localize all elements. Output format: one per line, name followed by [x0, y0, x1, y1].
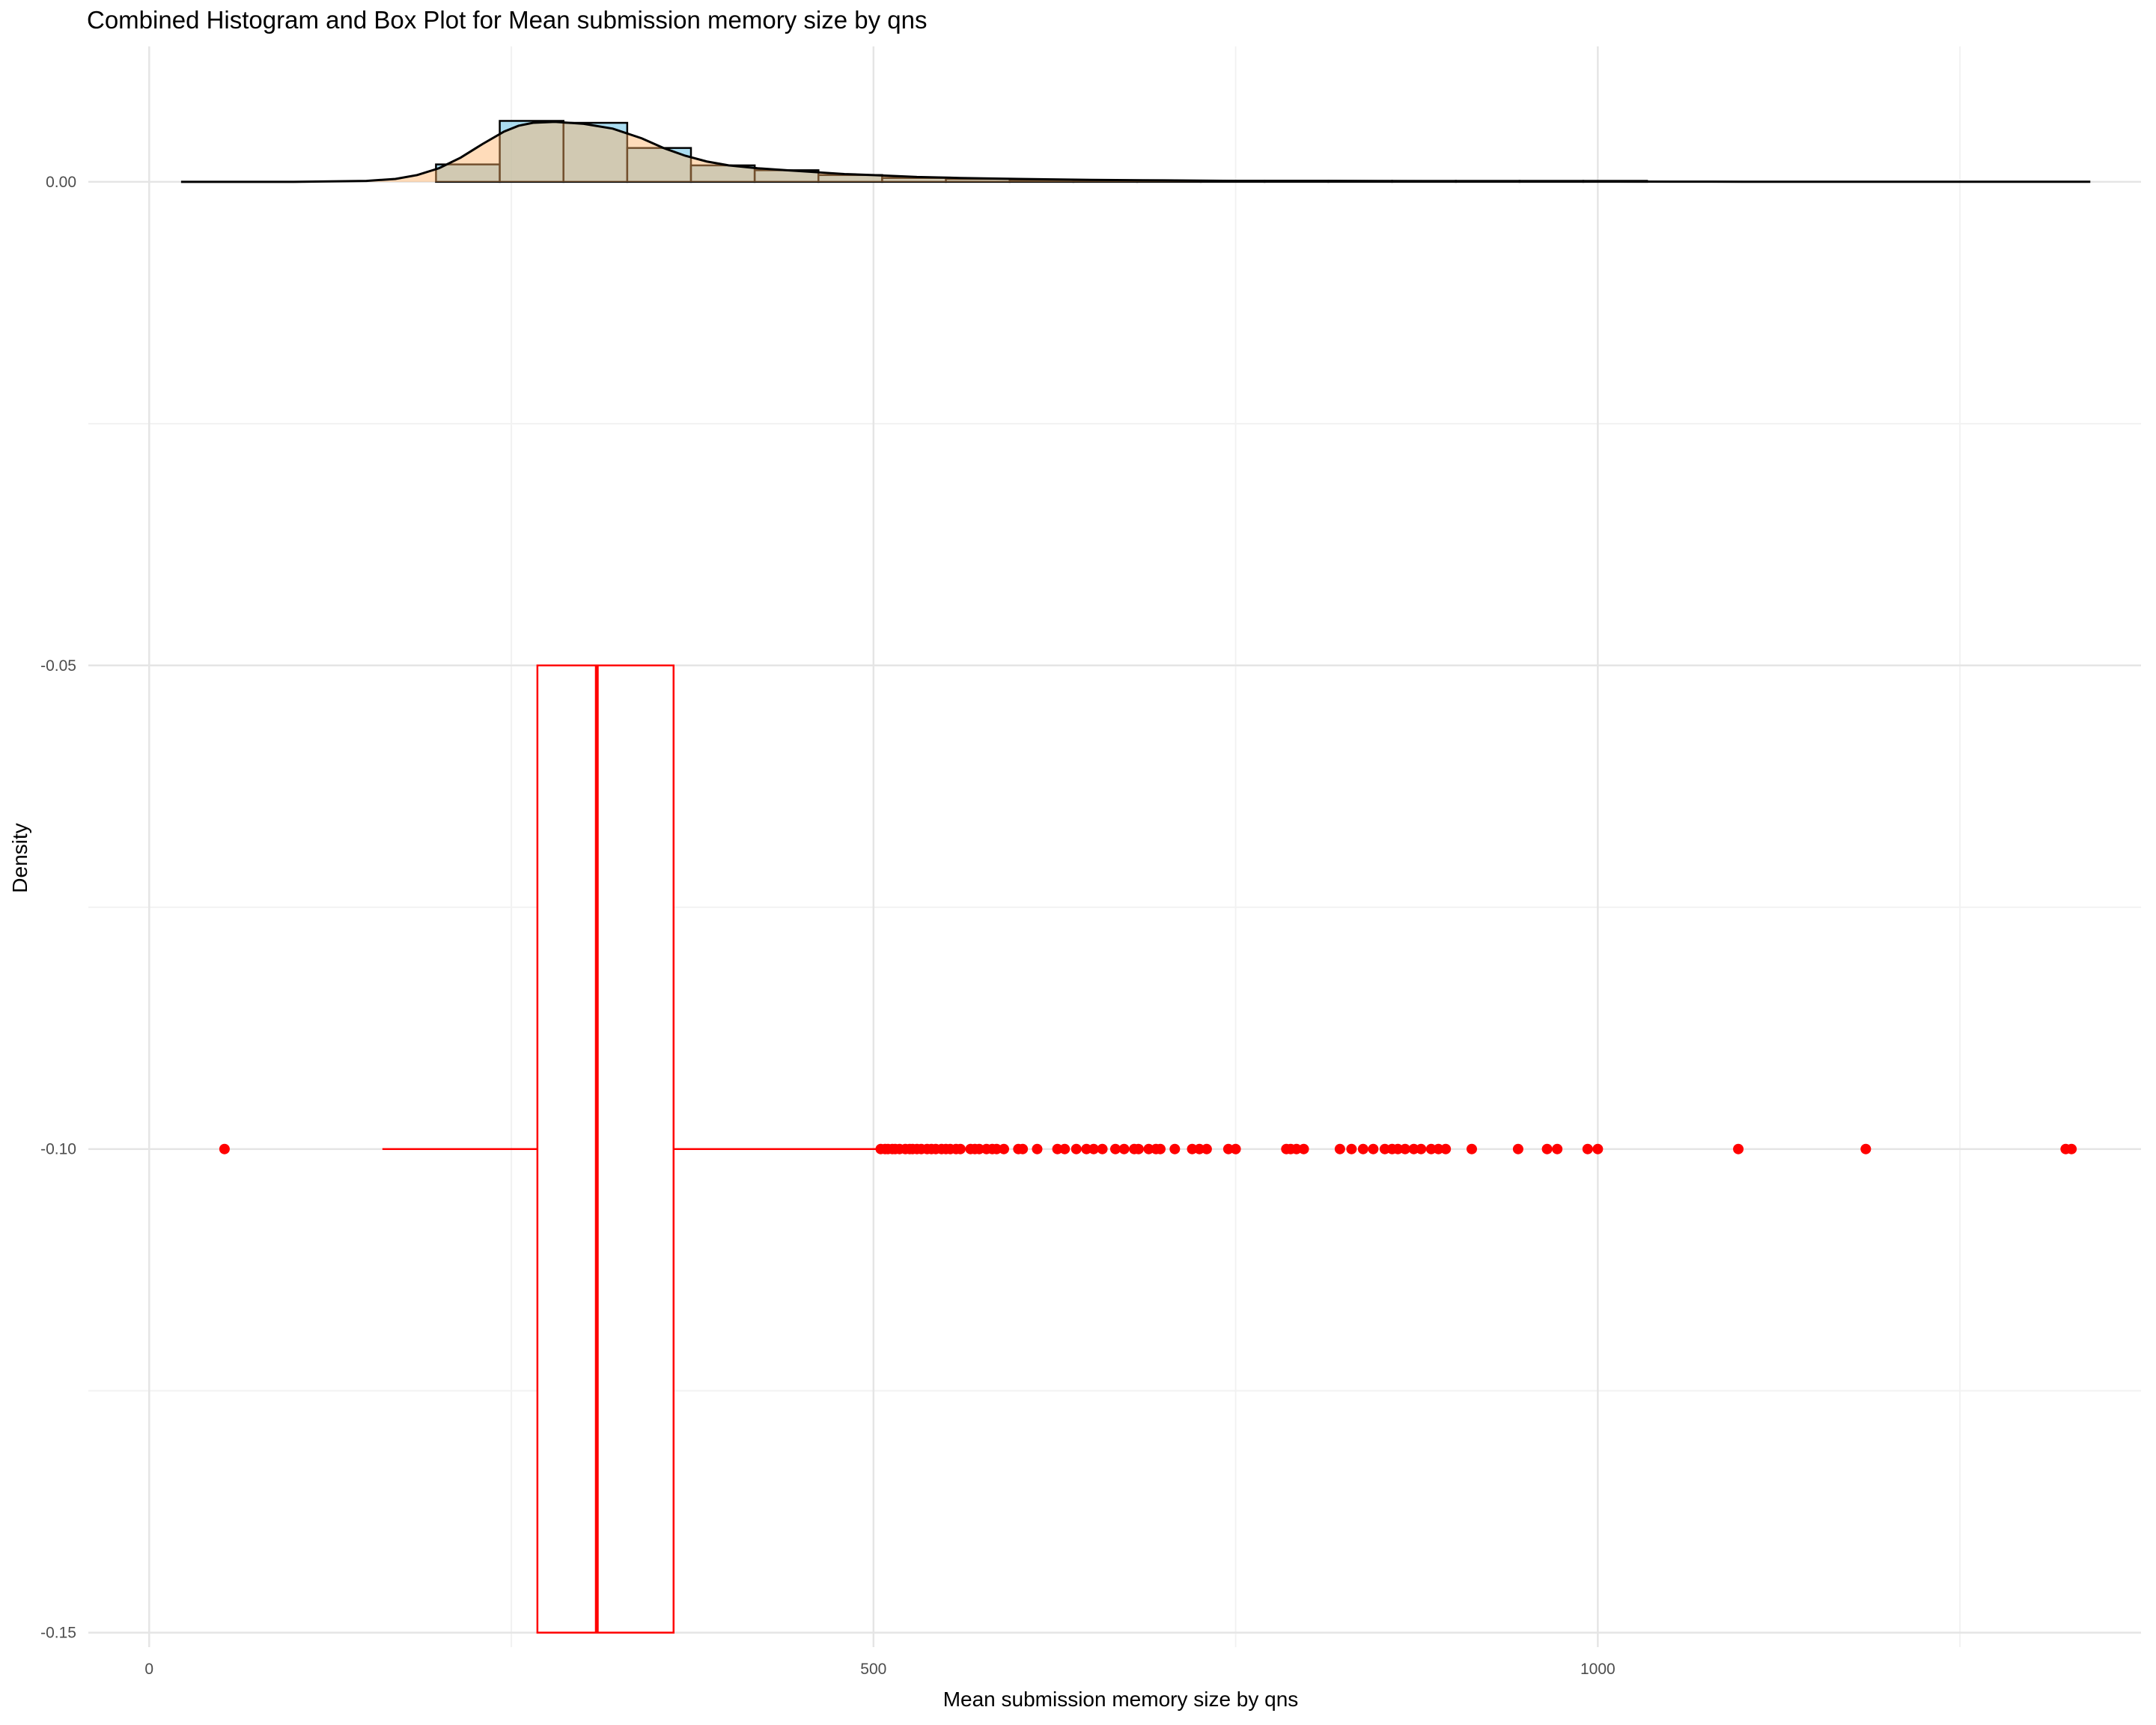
density-curve	[180, 121, 2091, 183]
histogram-bar	[499, 120, 564, 183]
outlier-point	[1169, 1143, 1181, 1154]
y-axis-label: Density	[8, 823, 31, 892]
outlier-point	[1187, 1143, 1198, 1154]
outlier-point	[1334, 1143, 1345, 1154]
y-tick-label: -0.10	[40, 1141, 76, 1158]
histogram-bar	[562, 121, 629, 183]
outlier-point	[1194, 1143, 1205, 1154]
outlier-point	[1860, 1143, 1872, 1154]
outlier-point	[219, 1143, 230, 1154]
outlier-point	[1118, 1143, 1130, 1154]
outlier-point	[1291, 1143, 1302, 1154]
x-tick-label: 500	[860, 1661, 886, 1678]
outlier-point	[1201, 1143, 1212, 1154]
outlier-point	[1416, 1143, 1427, 1154]
outlier-point	[1017, 1143, 1029, 1154]
outlier-point	[1032, 1143, 1043, 1154]
outlier-point	[1399, 1143, 1410, 1154]
x-tick-label: 0	[144, 1661, 153, 1678]
outlier-point	[1733, 1143, 1744, 1154]
outlier-point	[1592, 1143, 1604, 1154]
x-axis-label: Mean submission memory size by qns	[943, 1688, 1299, 1711]
y-tick-label: 0.00	[46, 174, 76, 191]
outlier-point	[1512, 1143, 1523, 1154]
outlier-point	[1433, 1143, 1444, 1154]
outlier-point	[1379, 1143, 1390, 1154]
outlier-point	[1109, 1143, 1121, 1154]
outlier-point	[1097, 1143, 1108, 1154]
outlier-point	[1088, 1143, 1099, 1154]
x-axis-ticks: 0 500 1000	[144, 1661, 1615, 1678]
x-tick-label: 1000	[1580, 1661, 1616, 1678]
outlier-point	[1357, 1143, 1368, 1154]
outlier-point	[1298, 1143, 1309, 1154]
outlier-point	[1230, 1143, 1241, 1154]
histogram	[435, 120, 1648, 183]
chart-title: Combined Histogram and Box Plot for Mean…	[87, 6, 927, 34]
outlier-point	[974, 1143, 985, 1154]
outlier-point	[1071, 1143, 1082, 1154]
outlier-point	[1582, 1143, 1593, 1154]
outlier-point	[1552, 1143, 1563, 1154]
outlier-point	[1392, 1143, 1404, 1154]
outlier-point	[1425, 1143, 1437, 1154]
outlier-point	[1368, 1143, 1379, 1154]
outlier-point	[1154, 1143, 1166, 1154]
outlier-point	[991, 1143, 1002, 1154]
outlier-point	[1541, 1143, 1553, 1154]
grid-lines	[88, 46, 2141, 1647]
density-area	[180, 121, 2091, 182]
outlier-point	[1133, 1143, 1144, 1154]
y-tick-label: -0.15	[40, 1625, 76, 1642]
y-tick-label: -0.05	[40, 657, 76, 675]
outlier-point	[1081, 1143, 1092, 1154]
outlier-point	[1466, 1143, 1477, 1154]
outlier-point	[998, 1143, 1009, 1154]
outlier-point	[1052, 1143, 1063, 1154]
y-axis-ticks: 0.00 -0.05 -0.10 -0.15	[40, 174, 76, 1642]
box-plot	[219, 664, 2077, 1634]
outlier-point	[1222, 1143, 1234, 1154]
density-line	[180, 121, 2091, 183]
outlier-point	[1143, 1143, 1154, 1154]
outlier-point	[1440, 1143, 1452, 1154]
outlier-point	[1346, 1143, 1357, 1154]
outlier-point	[1408, 1143, 1419, 1154]
outlier-point	[2066, 1143, 2077, 1154]
outlier-point	[1059, 1143, 1071, 1154]
box-iqr	[536, 664, 675, 1634]
outlier-point	[954, 1143, 966, 1154]
